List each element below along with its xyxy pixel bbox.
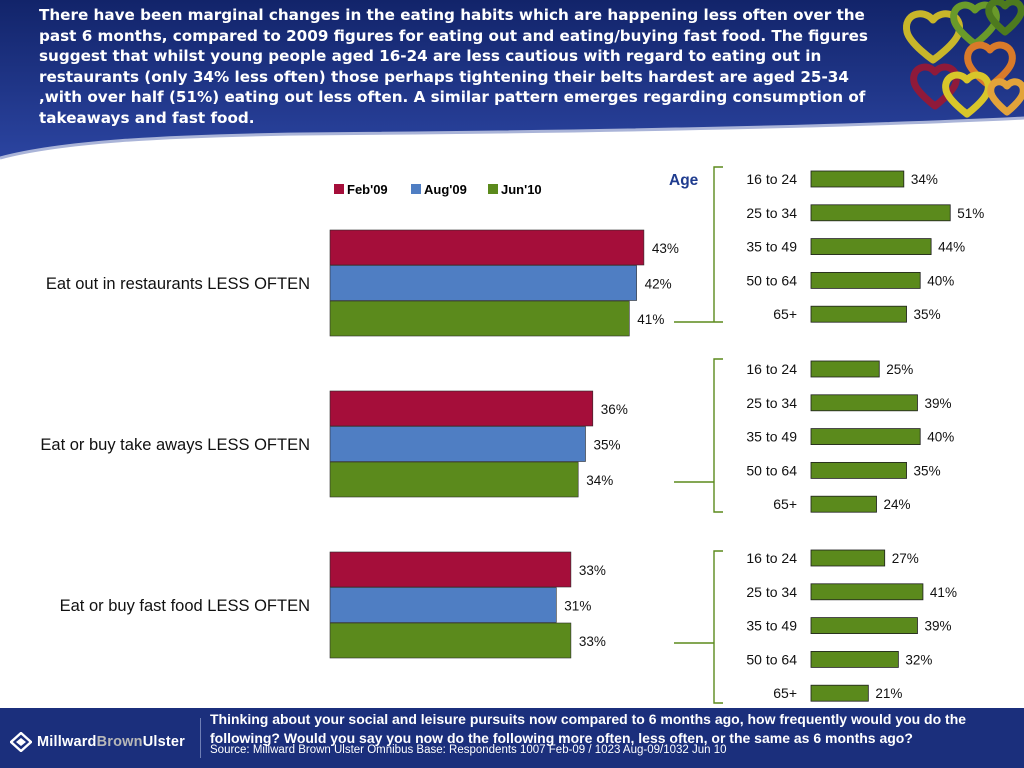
age-bar-1-1 bbox=[810, 394, 918, 412]
age-bar-label-2-0: 27% bbox=[892, 551, 919, 566]
age-bar-2-2 bbox=[810, 617, 918, 634]
age-bar-0-0 bbox=[810, 170, 905, 188]
company-logo: Millward Brown Ulster bbox=[10, 732, 185, 752]
bar-aug09-0 bbox=[329, 265, 637, 301]
source-note: Source: Millward Brown Ulster Omnibus Ba… bbox=[210, 744, 727, 756]
age-bar-label-0-2: 44% bbox=[938, 240, 965, 255]
legend-swatch-feb09 bbox=[334, 184, 344, 194]
bar-label-feb09-0: 43% bbox=[652, 241, 679, 256]
age-bar-label-1-2: 40% bbox=[927, 430, 954, 445]
age-category-label-1-0: 16 to 24 bbox=[746, 361, 797, 377]
bar-label-jun10-0: 41% bbox=[637, 312, 664, 327]
legend-label-jun10: Jun'10 bbox=[501, 182, 542, 197]
age-category-label-0-0: 16 to 24 bbox=[746, 171, 797, 187]
bracket-restaurants bbox=[674, 166, 723, 323]
bar-label-feb09-2: 33% bbox=[579, 563, 606, 578]
age-bar-label-1-4: 24% bbox=[884, 497, 911, 512]
age-bar-label-0-3: 40% bbox=[927, 273, 954, 288]
footer: Millward Brown Ulster Thinking about your … bbox=[0, 708, 1024, 768]
age-bar-label-1-3: 35% bbox=[914, 463, 941, 478]
age-category-label-0-2: 35 to 49 bbox=[746, 239, 797, 255]
age-category-label-0-4: 65+ bbox=[773, 306, 797, 322]
logo-text-millward: Millward bbox=[37, 734, 97, 750]
bar-jun10-1 bbox=[329, 461, 579, 498]
category-label-takeaways: Eat or buy take aways LESS OFTEN bbox=[40, 436, 310, 454]
hearts-logo bbox=[903, 0, 1024, 118]
age-bar-label-0-0: 34% bbox=[911, 172, 938, 187]
age-bar-2-0 bbox=[810, 549, 886, 567]
age-bar-label-2-4: 21% bbox=[875, 686, 902, 701]
legend-label-aug09: Aug'09 bbox=[424, 182, 467, 197]
legend-label-feb09: Feb'09 bbox=[347, 182, 388, 197]
age-category-label-0-3: 50 to 64 bbox=[746, 272, 797, 288]
bracket-takeaways bbox=[674, 358, 723, 513]
age-bar-2-3 bbox=[810, 651, 899, 668]
category-label-restaurants: Eat out in restaurants LESS OFTEN bbox=[46, 275, 310, 293]
chart-area: Feb'09 Aug'09 Jun'10 Eat out in restaura… bbox=[40, 166, 984, 704]
legend-swatch-aug09 bbox=[411, 184, 421, 194]
bar-jun10-2 bbox=[329, 622, 572, 659]
logo-text-ulster: Ulster bbox=[142, 734, 186, 750]
header-banner bbox=[0, 0, 1024, 160]
main-bars: 43% 42% 41% 36% 35% 34% 33% 31% 33% bbox=[329, 229, 679, 659]
bar-feb09-2 bbox=[329, 551, 572, 588]
age-bar-label-0-1: 51% bbox=[957, 206, 984, 221]
bracket-fastfood bbox=[674, 550, 723, 704]
age-bar-label-1-0: 25% bbox=[886, 362, 913, 377]
heart-icon bbox=[985, 0, 1024, 36]
bar-feb09-1 bbox=[329, 390, 594, 427]
age-bar-label-0-4: 35% bbox=[914, 307, 941, 322]
age-bar-1-4 bbox=[810, 495, 877, 513]
logo-text-brown: Brown bbox=[96, 734, 143, 750]
age-bar-1-2 bbox=[810, 428, 921, 446]
bar-aug09-1 bbox=[329, 426, 586, 462]
age-category-label-2-4: 65+ bbox=[773, 685, 797, 701]
heart-icon bbox=[987, 78, 1024, 116]
bar-label-aug09-0: 42% bbox=[645, 276, 672, 291]
age-bar-label-2-2: 39% bbox=[924, 619, 951, 634]
header-summary-text: There have been marginal changes in the … bbox=[39, 6, 868, 127]
age-bar-0-1 bbox=[810, 204, 951, 222]
category-label-fastfood: Eat or buy fast food LESS OFTEN bbox=[60, 597, 310, 615]
header-background bbox=[0, 0, 1024, 158]
bar-label-jun10-2: 33% bbox=[579, 634, 606, 649]
age-category-label-2-0: 16 to 24 bbox=[746, 550, 797, 566]
age-bar-label-1-1: 39% bbox=[924, 396, 951, 411]
survey-question-text: Thinking about your social and leisure p… bbox=[210, 711, 967, 746]
age-bar-1-0 bbox=[810, 360, 880, 378]
header-swoosh bbox=[0, 116, 1024, 160]
diamond-logo-icon bbox=[10, 732, 32, 752]
age-bar-0-2 bbox=[810, 238, 932, 256]
bar-label-jun10-1: 34% bbox=[586, 473, 613, 488]
age-bar-0-3 bbox=[810, 271, 921, 289]
age-category-label-1-2: 35 to 49 bbox=[746, 429, 797, 445]
bar-feb09-0 bbox=[329, 229, 645, 266]
age-bar-1-3 bbox=[810, 461, 907, 479]
age-bar-0-4 bbox=[810, 305, 907, 323]
bar-label-aug09-2: 31% bbox=[564, 598, 591, 613]
age-category-label-1-3: 50 to 64 bbox=[746, 462, 797, 478]
age-category-label-0-1: 25 to 34 bbox=[746, 205, 797, 221]
age-bar-label-2-1: 41% bbox=[930, 585, 957, 600]
age-category-label-2-3: 50 to 64 bbox=[746, 651, 797, 667]
footer-divider bbox=[200, 718, 201, 758]
heart-icon bbox=[942, 71, 992, 118]
age-category-label-1-4: 65+ bbox=[773, 496, 797, 512]
bar-label-aug09-1: 35% bbox=[594, 437, 621, 452]
bar-aug09-2 bbox=[329, 587, 557, 623]
bar-label-feb09-1: 36% bbox=[601, 402, 628, 417]
age-bars: 16 to 24 34% 25 to 34 51% 35 to 49 44% 50 to 6… bbox=[746, 170, 984, 702]
bar-jun10-0 bbox=[329, 300, 630, 337]
age-bar-label-2-3: 32% bbox=[905, 652, 932, 667]
age-title: Age bbox=[669, 172, 699, 189]
age-bar-2-4 bbox=[810, 684, 869, 702]
brackets bbox=[674, 166, 723, 704]
legend-swatch-jun10 bbox=[488, 184, 498, 194]
age-bar-2-1 bbox=[810, 583, 924, 601]
age-category-label-2-2: 35 to 49 bbox=[746, 618, 797, 634]
age-category-label-1-1: 25 to 34 bbox=[746, 395, 797, 411]
legend: Feb'09 Aug'09 Jun'10 bbox=[334, 182, 542, 197]
age-category-label-2-1: 25 to 34 bbox=[746, 584, 797, 600]
